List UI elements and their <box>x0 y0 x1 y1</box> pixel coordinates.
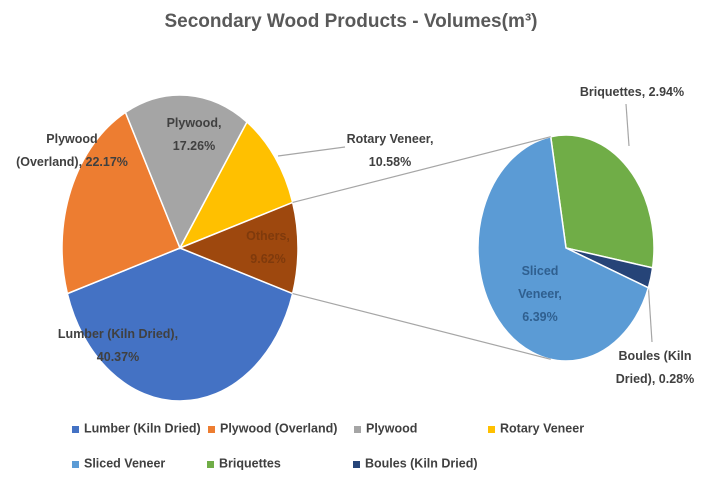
legend-label: Rotary Veneer <box>500 421 584 435</box>
data-label-line: Others, <box>246 229 290 243</box>
pie-slice <box>66 247 294 402</box>
legend-swatch <box>353 461 360 468</box>
data-label: Others, 9.62% <box>246 229 290 266</box>
data-label: Rotary Veneer, 10.58% <box>347 132 434 169</box>
pie-slice <box>124 94 248 250</box>
data-label-line: (Overland), 22.17% <box>16 155 128 169</box>
data-label-line: Plywood, <box>167 116 222 130</box>
legend-label: Plywood <box>366 421 417 435</box>
data-label: Plywood (Overland), 22.17% <box>16 132 128 169</box>
data-label: Briquettes, 2.94% <box>580 85 684 99</box>
data-label: Lumber (Kiln Dried), 40.37% <box>58 327 178 364</box>
legend-label: Plywood (Overland) <box>220 421 337 435</box>
leader-line <box>625 103 630 147</box>
data-label-line: 9.62% <box>250 252 285 266</box>
legend-swatch <box>207 461 214 468</box>
pie-slice <box>61 111 181 295</box>
legend-swatch <box>72 426 79 433</box>
data-label-line: Boules (Kiln <box>619 349 692 363</box>
connector-line <box>292 136 551 204</box>
legend-swatch <box>488 426 495 433</box>
data-label-line: 6.39% <box>522 310 557 324</box>
pie-slice <box>477 135 650 362</box>
data-label-line: Sliced <box>522 264 559 278</box>
pie-slice <box>549 134 655 269</box>
legend-swatch <box>208 426 215 433</box>
legend-swatch <box>72 461 79 468</box>
data-label-line: 40.37% <box>97 350 139 364</box>
leader-line <box>277 146 346 157</box>
legend-swatch <box>354 426 361 433</box>
data-label-line: Dried), 0.28% <box>616 372 695 386</box>
pie-slice <box>177 201 299 295</box>
legend-label: Boules (Kiln Dried) <box>365 456 478 470</box>
leader-line <box>647 280 653 343</box>
legend-label: Lumber (Kiln Dried) <box>84 421 201 435</box>
data-label-line: Briquettes, 2.94% <box>580 85 684 99</box>
data-label-line: 17.26% <box>173 139 215 153</box>
data-label: Plywood, 17.26% <box>167 116 222 153</box>
pie-slice <box>178 120 294 250</box>
connector-line <box>292 292 551 360</box>
chart-title: Secondary Wood Products - Volumes(m³) <box>164 11 537 32</box>
leader-lines <box>277 103 653 343</box>
data-label-line: 10.58% <box>369 155 411 169</box>
legend-label: Briquettes <box>219 456 281 470</box>
data-label-line: Rotary Veneer, <box>347 132 434 146</box>
data-label-line: Lumber (Kiln Dried), <box>58 327 178 341</box>
data-label-line: Veneer, <box>518 287 562 301</box>
data-label-line: Plywood <box>46 132 97 146</box>
legend-label: Sliced Veneer <box>84 456 165 470</box>
data-label: Sliced Veneer, 6.39% <box>518 264 562 324</box>
data-label: Boules (Kiln Dried), 0.28% <box>616 349 695 386</box>
